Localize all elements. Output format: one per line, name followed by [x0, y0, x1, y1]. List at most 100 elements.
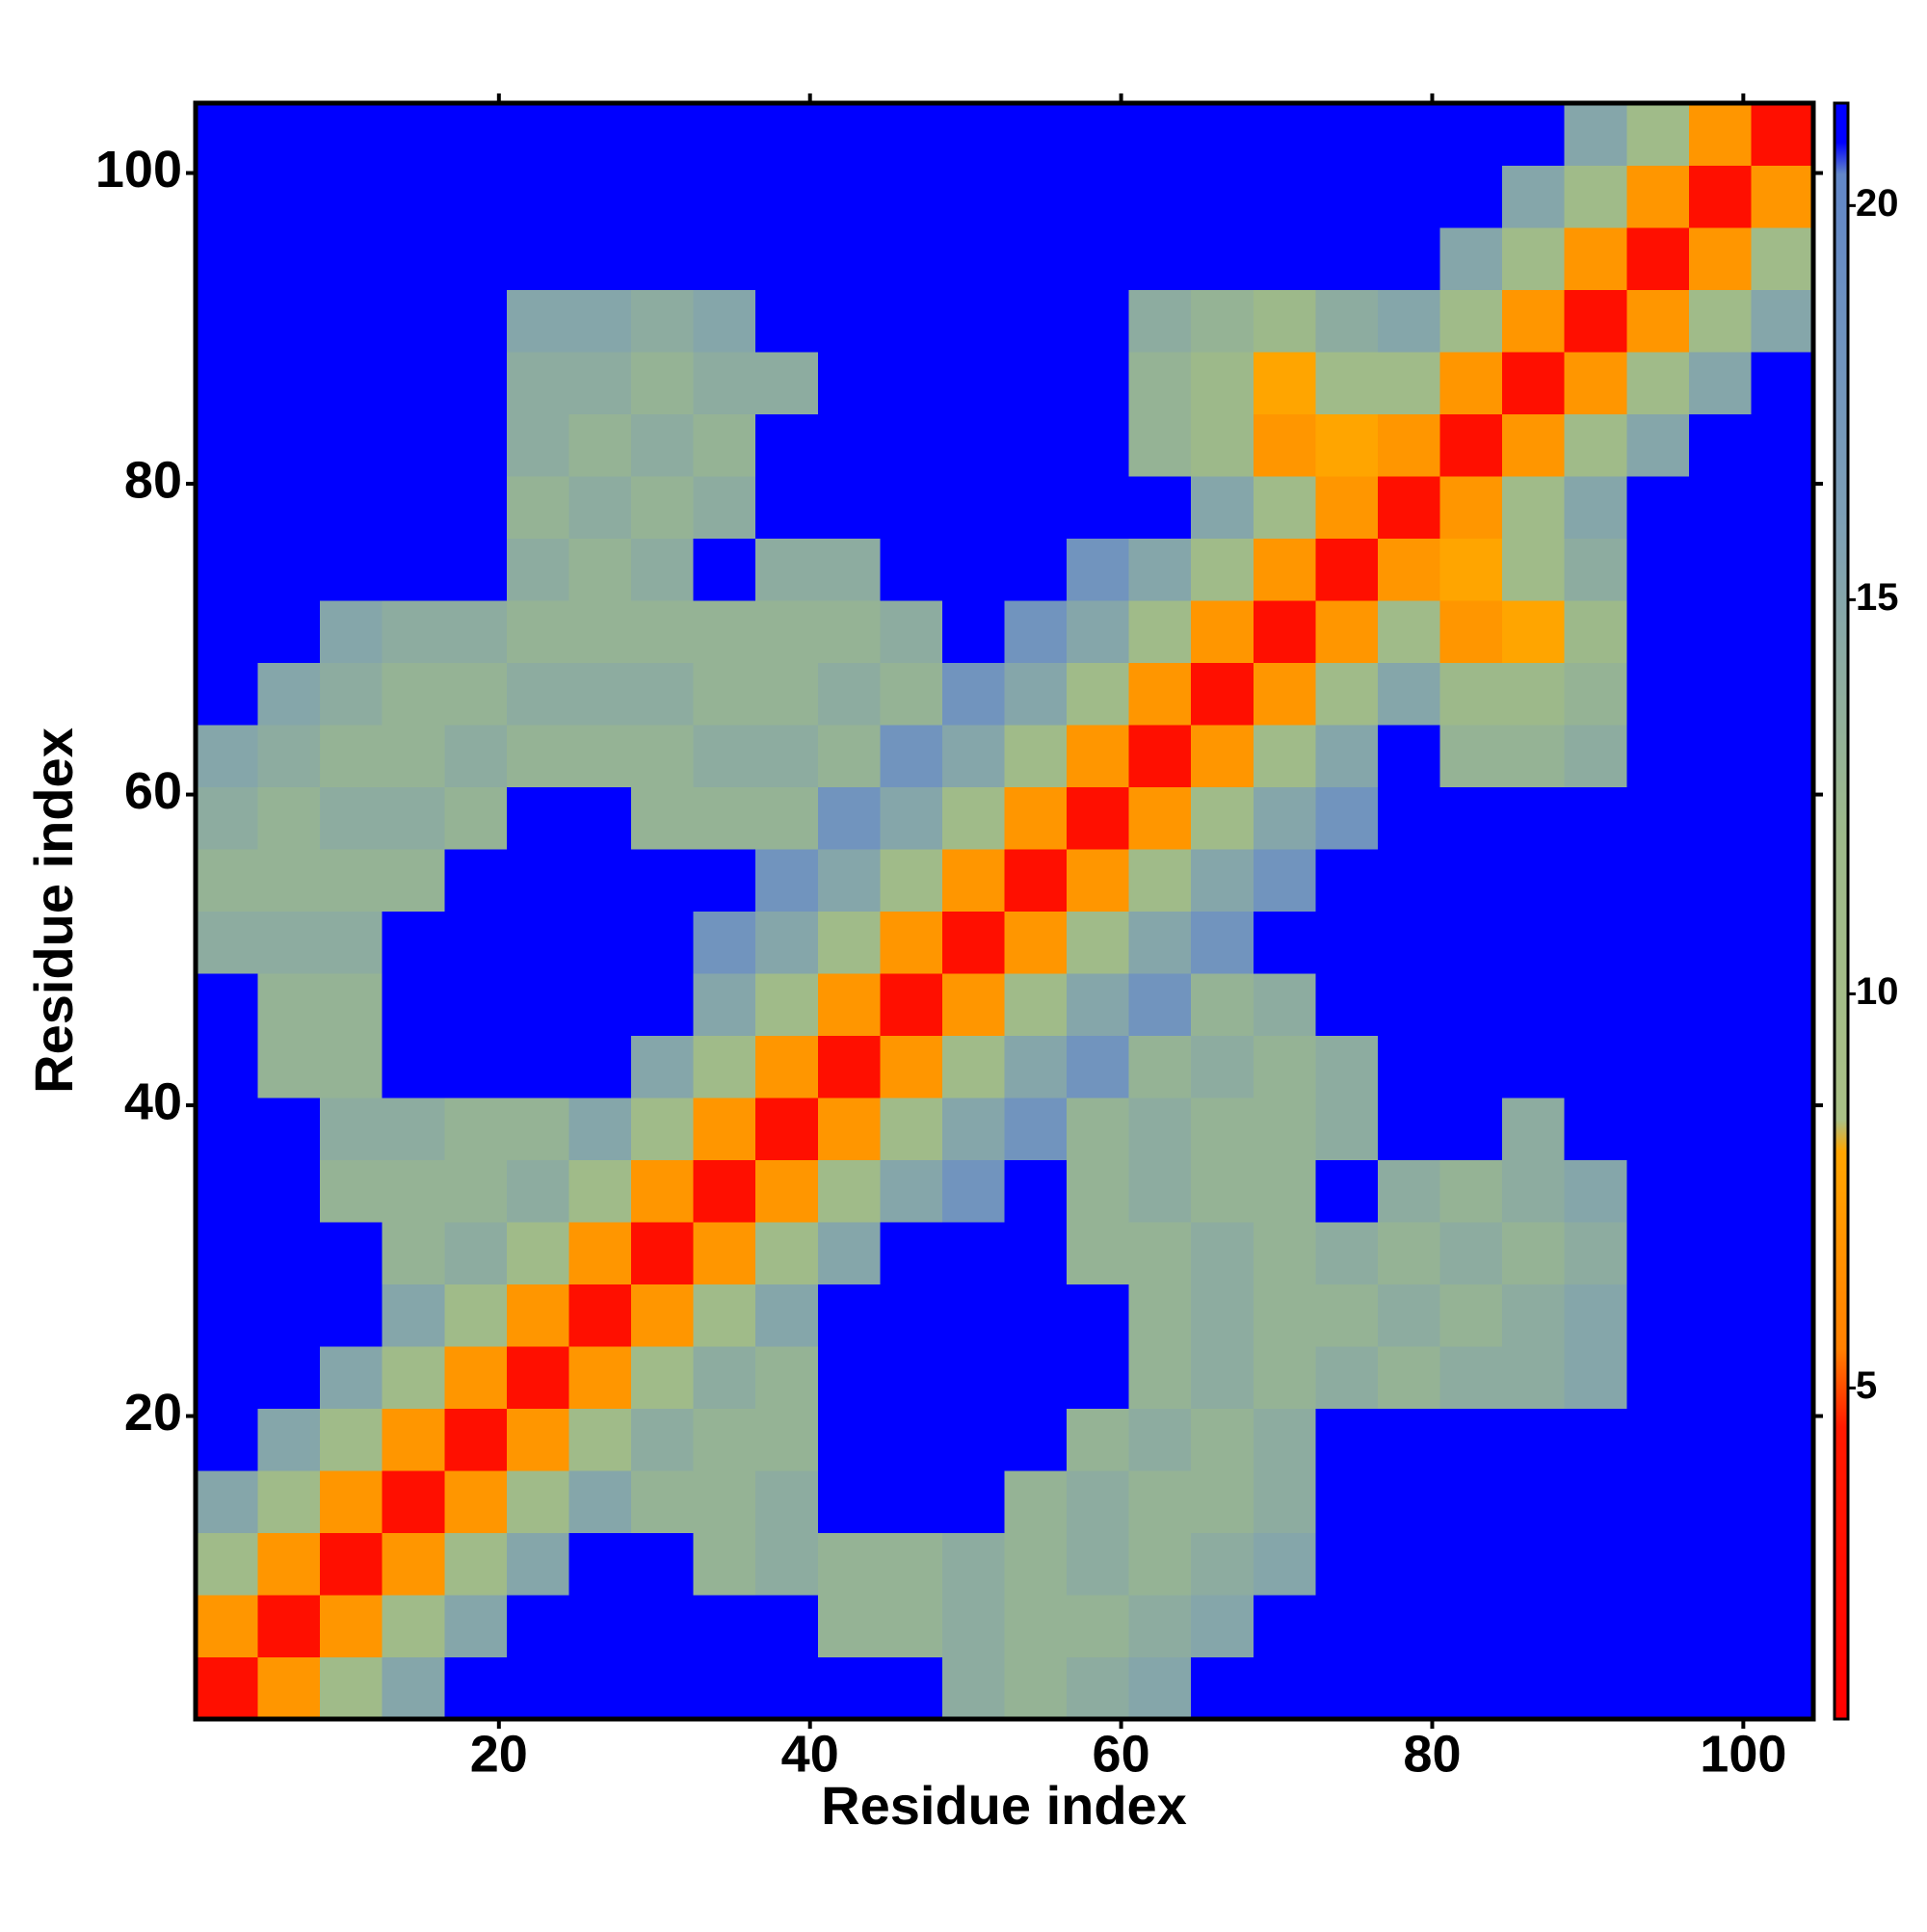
x-axis-label: Residue index — [821, 1775, 1187, 1836]
heatmap-cell — [1439, 227, 1503, 290]
heatmap-cell — [1751, 165, 1814, 228]
heatmap-cell — [631, 1656, 695, 1720]
heatmap-cell — [1315, 1346, 1379, 1409]
heatmap-cell — [1315, 1595, 1379, 1657]
heatmap-cell — [1377, 662, 1441, 726]
heatmap-cell — [444, 413, 508, 477]
heatmap-cell — [1315, 1470, 1379, 1533]
heatmap-cell — [1751, 352, 1814, 414]
heatmap-cell — [1502, 103, 1566, 166]
heatmap-cell — [382, 1656, 445, 1720]
heatmap-cell — [1564, 1532, 1627, 1596]
heatmap-cell — [1067, 1408, 1130, 1471]
heatmap-cell — [320, 1656, 383, 1720]
heatmap-cell — [1128, 1656, 1192, 1720]
heatmap-cell — [382, 103, 445, 166]
heatmap-cell — [880, 1595, 943, 1657]
heatmap-cell — [382, 413, 445, 477]
heatmap-cell — [1502, 911, 1566, 974]
heatmap-cell — [1253, 600, 1316, 663]
heatmap-cell — [320, 911, 383, 974]
heatmap-cell — [568, 103, 632, 166]
heatmap-cell — [1128, 725, 1192, 787]
heatmap-cell — [1564, 786, 1627, 850]
heatmap-cell — [320, 538, 383, 601]
heatmap-cell — [817, 911, 881, 974]
heatmap-cell — [631, 911, 695, 974]
heatmap-cell — [444, 1222, 508, 1284]
heatmap-cell — [1751, 1532, 1814, 1596]
heatmap-cell — [196, 1035, 259, 1098]
heatmap-cell — [1067, 849, 1130, 912]
heatmap-cell — [568, 911, 632, 974]
heatmap-cell — [1377, 1595, 1441, 1657]
heatmap-cell — [1564, 911, 1627, 974]
heatmap-cell — [1191, 1284, 1254, 1347]
heatmap-cell — [568, 1098, 632, 1160]
heatmap-cell — [1564, 413, 1627, 477]
heatmap-cell — [1626, 1532, 1690, 1596]
heatmap-cell — [1626, 1408, 1690, 1471]
heatmap-cell — [1377, 1532, 1441, 1596]
heatmap-cell — [1564, 849, 1627, 912]
heatmap-cell — [1688, 538, 1752, 601]
heatmap-cell — [1004, 1222, 1068, 1284]
heatmap-cell — [817, 1159, 881, 1223]
plot-frame — [193, 100, 1816, 1722]
heatmap-cell — [257, 1284, 321, 1347]
heatmap-cell — [1751, 973, 1814, 1036]
heatmap-cell — [1191, 1595, 1254, 1657]
heatmap-cell — [506, 725, 569, 787]
heatmap-cell — [1067, 1098, 1130, 1160]
heatmap-cell — [817, 538, 881, 601]
heatmap-cell — [1004, 662, 1068, 726]
heatmap-cell — [196, 413, 259, 477]
heatmap-cell — [693, 538, 756, 601]
heatmap-cell — [506, 1284, 569, 1347]
heatmap-cell — [880, 165, 943, 228]
heatmap-cell — [196, 911, 259, 974]
heatmap-cell — [1128, 973, 1192, 1036]
heatmap-cell — [755, 662, 819, 726]
heatmap-cell — [817, 786, 881, 850]
heatmap-cell — [1377, 227, 1441, 290]
heatmap-cell — [1315, 1532, 1379, 1596]
heatmap-cell — [1253, 662, 1316, 726]
heatmap-cell — [1564, 1470, 1627, 1533]
heatmap-cell — [817, 662, 881, 726]
heatmap-cell — [941, 289, 1005, 353]
heatmap-cell — [257, 538, 321, 601]
heatmap-cell — [1067, 227, 1130, 290]
heatmap-cell — [320, 786, 383, 850]
heatmap-cell — [817, 1656, 881, 1720]
heatmap-cell — [1128, 1470, 1192, 1533]
heatmap-cell — [382, 1595, 445, 1657]
heatmap-cell — [1191, 1408, 1254, 1471]
heatmap-cell — [1688, 103, 1752, 166]
heatmap-cell — [1315, 538, 1379, 601]
heatmap-cell — [1004, 1656, 1068, 1720]
heatmap-cell — [1128, 476, 1192, 539]
heatmap-cell — [1626, 786, 1690, 850]
heatmap-cell — [1439, 538, 1503, 601]
heatmap-cell — [1377, 725, 1441, 787]
heatmap-cell — [1315, 849, 1379, 912]
heatmap-cell — [1377, 1098, 1441, 1160]
heatmap-cell — [880, 786, 943, 850]
heatmap-cell — [196, 165, 259, 228]
heatmap-cell — [1128, 1035, 1192, 1098]
heatmap-cell — [1626, 973, 1690, 1036]
heatmap-cell — [506, 1035, 569, 1098]
heatmap-cell — [1253, 1532, 1316, 1596]
heatmap-cell — [382, 911, 445, 974]
heatmap-cell — [257, 1656, 321, 1720]
heatmap-cell — [1626, 662, 1690, 726]
heatmap-cell — [880, 1408, 943, 1471]
heatmap-cell — [941, 476, 1005, 539]
heatmap-cell — [1688, 600, 1752, 663]
heatmap-cell — [1688, 1222, 1752, 1284]
heatmap-cell — [506, 662, 569, 726]
heatmap-cell — [880, 600, 943, 663]
heatmap-cell — [1688, 289, 1752, 353]
heatmap-cell — [1502, 1098, 1566, 1160]
